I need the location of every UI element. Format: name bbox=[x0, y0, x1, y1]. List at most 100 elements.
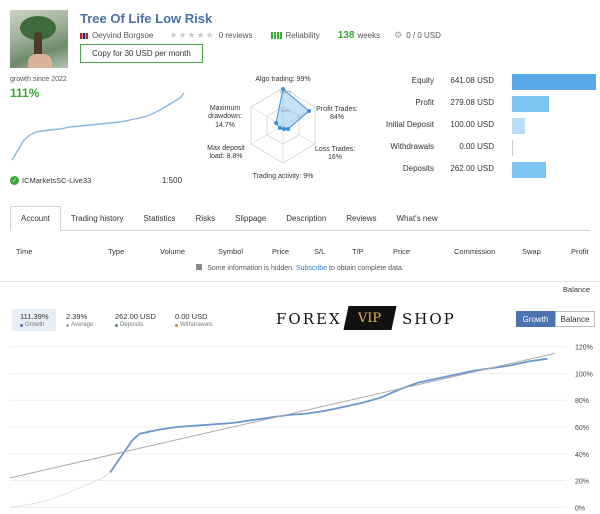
growth-stat-value: 2.39% bbox=[66, 312, 88, 321]
column-header[interactable]: Type bbox=[108, 247, 125, 256]
column-header[interactable]: Commission bbox=[454, 247, 496, 256]
radar-ring-label-inner: 60% bbox=[281, 108, 289, 113]
growth-stat-label-text: Growth bbox=[25, 322, 45, 328]
copy-button[interactable]: Copy for 30 USD per month bbox=[80, 44, 203, 63]
stat-label: Deposits bbox=[402, 164, 434, 173]
radar-activity-label: Trading activity: 9% bbox=[252, 173, 314, 180]
tab-what-s-new[interactable]: What's new bbox=[396, 214, 438, 223]
tab-statistics[interactable]: Statistics bbox=[143, 214, 176, 223]
stat-bar bbox=[512, 74, 596, 90]
broker-info[interactable]: ✓ ICMarketsSC-Live33 bbox=[10, 176, 91, 185]
hidden-note-suffix: to obtain complete data. bbox=[329, 265, 404, 272]
radar-point-activity bbox=[282, 127, 286, 131]
growth-stat-value: 262.00 USD bbox=[115, 312, 156, 321]
logo-vip-text: VIP bbox=[358, 310, 382, 326]
author-name[interactable]: Oeyvind Borgsoe bbox=[92, 31, 154, 40]
legend-dot-icon bbox=[115, 323, 118, 327]
radar-chart: 100+% 60% Algo trading: 99% Profit Trade… bbox=[198, 74, 368, 186]
stat-bar bbox=[512, 118, 526, 134]
check-icon: ✓ bbox=[10, 176, 19, 185]
radar-profit-label: Profit Trades: 84% bbox=[316, 106, 358, 122]
stat-label: Initial Deposit bbox=[385, 120, 434, 129]
balance-label: Balance bbox=[562, 285, 590, 294]
growth-stat-value: 0.00 USD bbox=[175, 312, 208, 321]
radar-load-label: Max deposit load: 8.8% bbox=[207, 145, 245, 161]
y-tick-label: 80% bbox=[575, 398, 589, 405]
radar-point-drawdown bbox=[274, 121, 278, 125]
growth-stat-label: Deposits bbox=[115, 322, 143, 328]
radar-loss-label: Loss Trades: 16% bbox=[314, 146, 356, 162]
stat-label: Withdrawals bbox=[390, 142, 434, 151]
column-header[interactable]: S/L bbox=[314, 247, 326, 256]
gear-icon: ⚙ bbox=[394, 30, 403, 40]
growth-stat-highlight bbox=[12, 309, 56, 331]
divider bbox=[0, 281, 600, 282]
star-icon: ★★★★★ bbox=[169, 30, 215, 40]
weeks-label: weeks bbox=[357, 31, 381, 40]
column-header[interactable]: Symbol bbox=[218, 247, 244, 256]
tab-slippage[interactable]: Slippage bbox=[235, 214, 267, 223]
forex-vip-shop-logo: FOREX VIP SHOP bbox=[276, 298, 466, 342]
early-growth-line bbox=[9, 472, 111, 508]
y-tick-label: 20% bbox=[575, 479, 589, 486]
radar-ring-label-outer: 100+% bbox=[279, 89, 292, 94]
lock-icon bbox=[196, 264, 203, 270]
stat-bar bbox=[512, 162, 547, 178]
logo-word-left: FOREX bbox=[276, 310, 342, 328]
radar-algo-label: Algo trading: 99% bbox=[255, 76, 311, 83]
stat-label: Profit bbox=[415, 98, 434, 107]
growth-line bbox=[109, 357, 548, 474]
column-header[interactable]: Time bbox=[16, 247, 33, 256]
tab-bar: Account Trading history Statistics Risks Sli… bbox=[10, 206, 590, 231]
y-tick-label: 100% bbox=[575, 371, 593, 378]
leverage-value: 1:500 bbox=[162, 176, 183, 185]
balance-tab-button[interactable]: Balance bbox=[555, 311, 595, 327]
growth-stat-label-text: Withdrawals bbox=[180, 322, 213, 328]
table-header: Time Type Volume Symbol Price S/L T/P Price Comm… bbox=[0, 247, 600, 259]
growth-stat-label-text: Deposits bbox=[120, 322, 144, 328]
mini-growth-line bbox=[11, 92, 185, 161]
reliability-bars-icon bbox=[270, 32, 282, 39]
growth-tab-button[interactable]: Growth bbox=[516, 311, 555, 327]
reviews-count[interactable]: 0 reviews bbox=[218, 31, 253, 40]
y-tick-label: 120% bbox=[575, 345, 593, 352]
growth-since-label: growth since 2022 bbox=[10, 76, 67, 83]
stat-label: Equity bbox=[411, 76, 434, 85]
column-header[interactable]: Price bbox=[393, 247, 411, 256]
growth-stat-label: Average bbox=[66, 322, 93, 328]
stat-bar bbox=[512, 140, 513, 156]
y-tick-label: 40% bbox=[575, 452, 589, 459]
tab-description[interactable]: Description bbox=[286, 214, 327, 223]
hidden-note-text: Some information is hidden. bbox=[207, 265, 294, 272]
growth-stat-value: 111.39% bbox=[20, 312, 49, 321]
radar-point-loss bbox=[286, 127, 290, 131]
mini-growth-chart bbox=[11, 92, 185, 161]
y-tick-label: 0% bbox=[575, 505, 585, 512]
tab-reviews[interactable]: Reviews bbox=[346, 214, 377, 223]
logo-word-right: SHOP bbox=[402, 310, 456, 328]
subscribe-link[interactable]: Subscribe bbox=[295, 265, 328, 272]
y-tick-label: 60% bbox=[575, 425, 589, 432]
growth-stat-label: Withdrawals bbox=[175, 322, 213, 328]
column-header[interactable]: Price bbox=[272, 247, 290, 256]
hidden-info-note: Some information is hidden. Subscribe to… bbox=[0, 264, 600, 272]
tab-account[interactable]: Account bbox=[10, 206, 61, 231]
stat-value: 641.08 USD bbox=[450, 76, 494, 85]
column-header[interactable]: Profit bbox=[571, 247, 589, 256]
signal-meta: Oeyvind Borgsoe ★★★★★ 0 reviews Reliabil… bbox=[80, 30, 441, 41]
broker-name: ICMarketsSC-Live33 bbox=[22, 176, 92, 185]
trend-line bbox=[9, 352, 556, 479]
page-title[interactable]: Tree Of Life Low Risk bbox=[80, 11, 213, 26]
reliability-label: Reliability bbox=[285, 31, 320, 40]
stat-value: 100.00 USD bbox=[450, 120, 494, 129]
column-header[interactable]: Swap bbox=[522, 247, 541, 256]
column-header[interactable]: T/P bbox=[352, 247, 364, 256]
tab-risks[interactable]: Risks bbox=[195, 214, 216, 223]
growth-chart: 0% 20% 40% 60% 80% 100% 120% bbox=[9, 345, 593, 512]
column-header[interactable]: Volume bbox=[160, 247, 186, 256]
avatar[interactable] bbox=[10, 10, 68, 68]
legend-dot-icon bbox=[66, 323, 69, 327]
growth-percent: 111% bbox=[10, 86, 40, 100]
legend-dot-icon bbox=[20, 323, 23, 327]
tab-trading-history[interactable]: Trading history bbox=[70, 214, 124, 223]
